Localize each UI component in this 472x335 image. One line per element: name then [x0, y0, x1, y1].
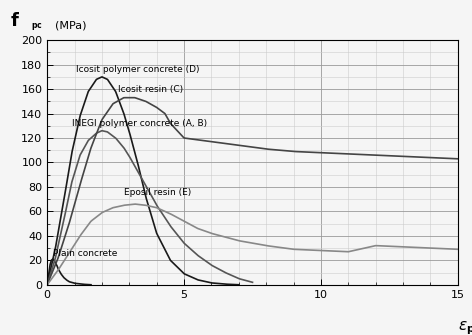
Text: $\mathbf{_{pc}}$: $\mathbf{_{pc}}$ — [31, 22, 42, 34]
Text: $\mathbf{f}$: $\mathbf{f}$ — [10, 12, 20, 30]
Text: Icosit polymer concrete (D): Icosit polymer concrete (D) — [76, 65, 200, 74]
Text: (MPa): (MPa) — [55, 20, 87, 30]
Text: $\varepsilon_{\mathbf{pc}}$: $\varepsilon_{\mathbf{pc}}$ — [458, 319, 472, 335]
Text: INEGI polymer concrete (A, B): INEGI polymer concrete (A, B) — [72, 119, 207, 128]
Text: Plain concrete: Plain concrete — [53, 249, 118, 258]
Text: Icosit resin (C): Icosit resin (C) — [118, 85, 184, 94]
Text: Eposil resin (E): Eposil resin (E) — [124, 188, 191, 197]
